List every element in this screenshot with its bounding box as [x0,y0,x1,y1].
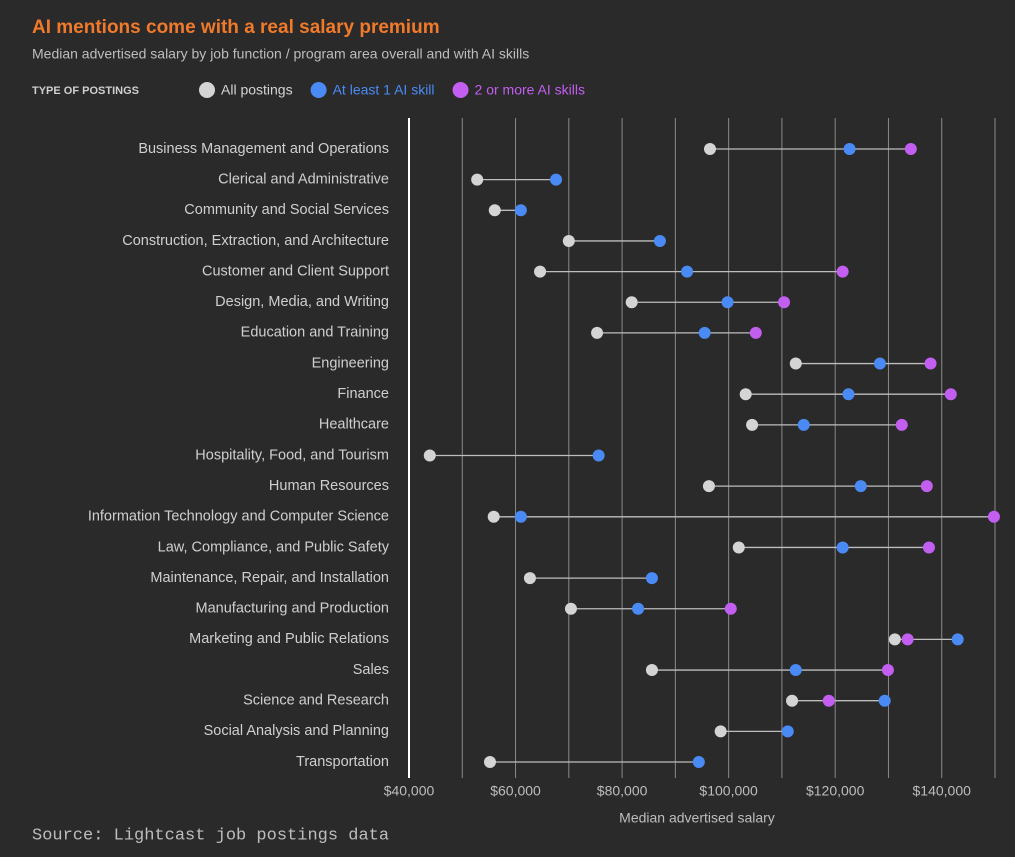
category-label: Construction, Extraction, and Architectu… [122,233,389,249]
dot [592,449,605,462]
dot [645,572,658,585]
dot [721,296,734,309]
x-tick-label: $120,000 [806,783,865,799]
dot [692,756,705,768]
dot [881,664,894,677]
dot [786,694,799,707]
dot [698,326,711,339]
dot [732,541,745,554]
dot [514,510,527,523]
dot [873,357,886,370]
legend-swatch [452,82,469,98]
dot [724,602,737,615]
category-label: Hospitality, Food, and Tourism [195,447,389,463]
dot [789,357,802,370]
category-label: Manufacturing and Production [196,601,389,617]
chart-title: AI mentions come with a real salary prem… [32,17,440,38]
dot [702,480,715,493]
category-label: Healthcare [319,417,389,433]
dot [854,480,867,493]
dot [944,388,957,401]
category-label: Design, Media, and Writing [215,294,389,310]
dot [550,173,563,186]
dot [822,694,835,707]
x-tick-label: $140,000 [913,783,972,799]
dot [487,510,500,523]
dot [843,143,856,155]
dot [789,664,802,677]
source: Source: Lightcast job postings data [32,826,389,845]
dot [778,296,791,309]
dot [625,296,638,309]
category-label: Maintenance, Repair, and Installation [150,570,389,586]
category-label: Information Technology and Computer Scie… [88,509,389,525]
dot [653,234,666,247]
category-label: Transportation [296,754,389,770]
category-label: Business Management and Operations [138,141,389,157]
legend-label: At least 1 AI skill [333,82,435,98]
dot [951,633,964,646]
category-label: Education and Training [241,325,389,341]
dot [562,234,575,247]
dot [842,388,855,401]
category-label: Engineering [312,355,389,371]
subtitle: Median advertised salary by job function… [32,46,529,62]
dot [878,694,891,707]
category-label: Customer and Client Support [202,263,389,279]
legend-title: TYPE OF POSTINGS [32,85,139,97]
dot [924,357,937,370]
dot [471,173,484,186]
dot [514,204,527,217]
dot [901,633,914,646]
dot [591,326,604,339]
x-axis-label: Median advertised salary [619,810,775,826]
x-tick-label: $60,000 [490,783,541,799]
legend-label: All postings [221,82,293,98]
dot [904,143,917,155]
dot [564,602,577,615]
category-label: Community and Social Services [184,202,389,218]
dot [645,664,658,677]
dot [888,633,901,646]
dot [746,418,759,431]
dot [836,265,849,278]
x-tick-label: $100,000 [699,783,758,799]
legend-label: 2 or more AI skills [475,82,585,98]
dot [523,572,536,585]
dot [987,510,1000,523]
category-label: Finance [337,386,389,402]
x-tick-label: $80,000 [597,783,648,799]
category-label: Marketing and Public Relations [189,631,389,647]
category-label: Law, Compliance, and Public Safety [158,539,390,555]
dot [681,265,694,278]
dot [739,388,752,401]
dot [632,602,645,615]
x-tick-label: $40,000 [384,783,435,799]
dot [714,725,727,738]
dot [922,541,935,554]
dot [488,204,501,217]
category-label: Human Resources [269,478,389,494]
legend-swatch [310,82,327,98]
dot [895,418,908,431]
dot [836,541,849,554]
dot [703,143,716,155]
category-label: Clerical and Administrative [218,171,389,187]
dot [749,326,762,339]
legend-swatch [199,82,215,98]
dot [797,418,810,431]
dot [781,725,794,738]
dot [423,449,436,462]
category-label: Science and Research [243,693,389,709]
dot [920,480,933,493]
category-label: Social Analysis and Planning [204,723,389,739]
dot [534,265,547,278]
dot [483,756,496,768]
category-label: Sales [353,662,389,678]
